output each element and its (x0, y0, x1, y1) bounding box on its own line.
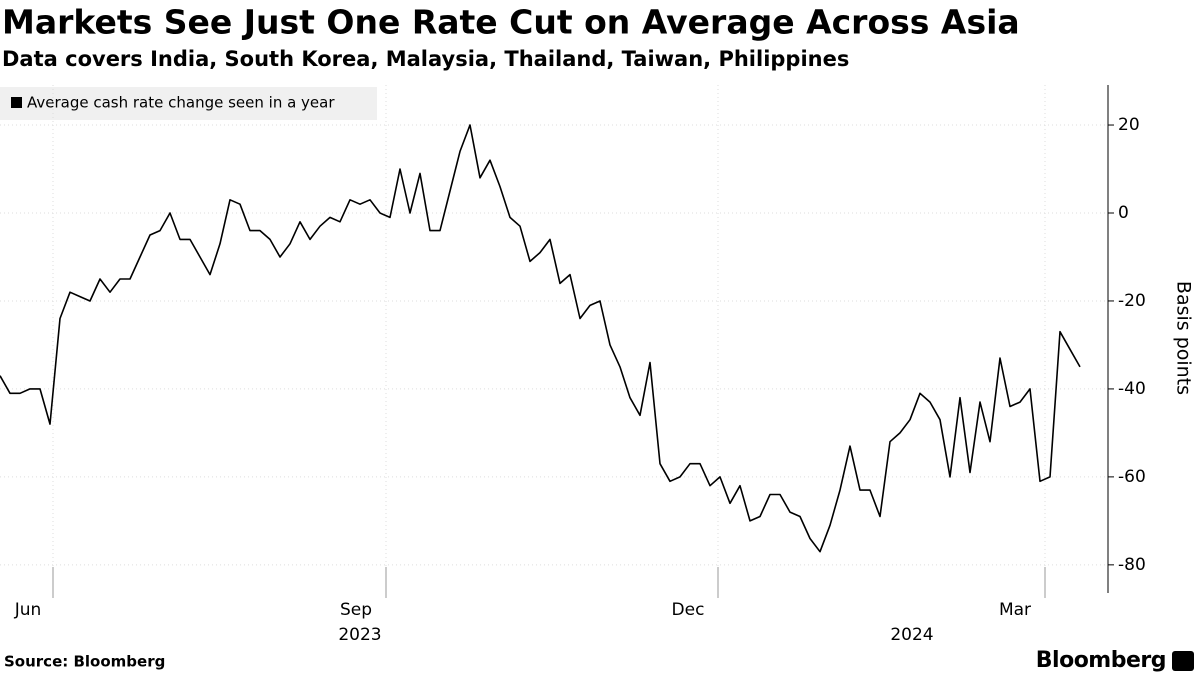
x-tick-label: Jun (14, 600, 42, 620)
chart-subtitle: Data covers India, South Korea, Malaysia… (2, 47, 849, 71)
x-tick-label: Sep (340, 600, 372, 620)
data-line (0, 124, 1081, 553)
y-tick-label: -80 (1118, 555, 1146, 575)
y-axis-label: Basis points (1173, 281, 1195, 395)
x-tick-label: Dec (672, 600, 705, 620)
y-tick-label: -60 (1118, 467, 1146, 487)
year-label: 2024 (890, 625, 933, 645)
chart-title: Markets See Just One Rate Cut on Average… (2, 3, 1020, 42)
y-tick-label: -40 (1118, 379, 1146, 399)
y-tick-label: 0 (1118, 203, 1129, 223)
x-tick-label: Mar (999, 600, 1031, 620)
brand-icon (1172, 651, 1194, 671)
brand: Bloomberg (1036, 648, 1166, 673)
legend-box (0, 87, 377, 120)
legend-swatch (11, 97, 22, 108)
y-tick-label: 20 (1118, 115, 1140, 135)
year-label: 2023 (338, 625, 381, 645)
y-tick-label: -20 (1118, 291, 1146, 311)
legend-label: Average cash rate change seen in a year (27, 94, 335, 112)
source: Source: Bloomberg (4, 653, 165, 671)
